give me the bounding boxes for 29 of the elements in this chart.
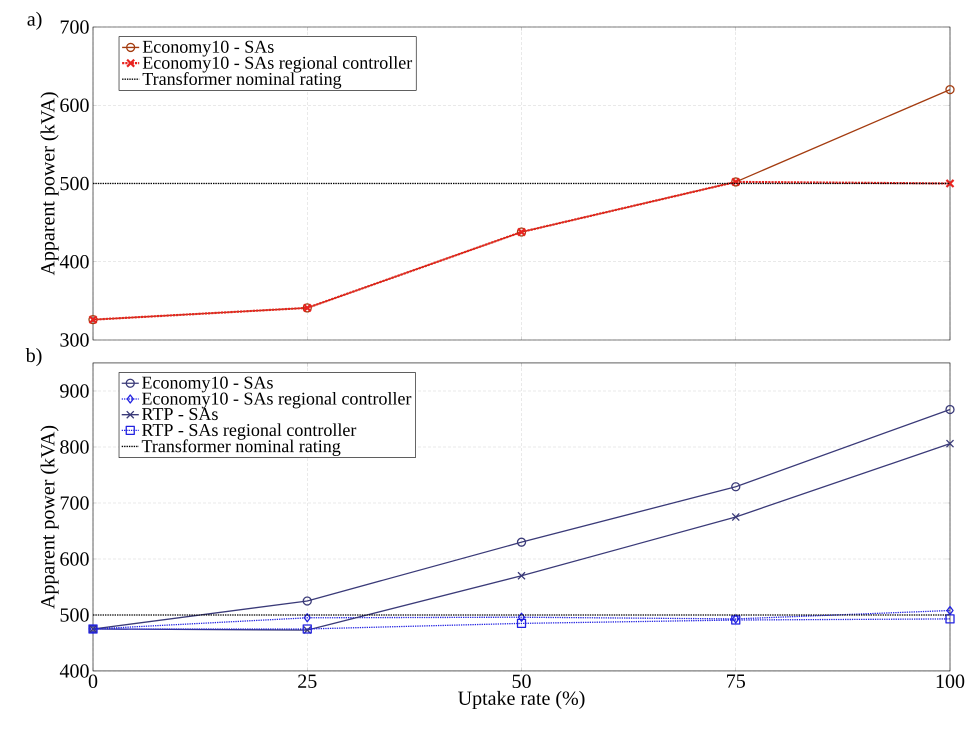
y-tick-label: 300 xyxy=(60,333,89,347)
y-tick-label: 700 xyxy=(60,496,89,510)
text: a) xyxy=(28,12,42,30)
y-tick-label: 700 xyxy=(60,20,89,34)
legend-label: RTP - SAs xyxy=(142,408,218,420)
legend-label: Economy10 - SAs xyxy=(142,376,273,392)
y-tick-label: 500 xyxy=(60,608,89,622)
x-tick-label: 25 xyxy=(298,674,316,688)
y-tick-label: 600 xyxy=(60,98,89,112)
x-tick-label: 50 xyxy=(512,674,531,688)
legend-label: Economy10 - SAs regional controller xyxy=(142,392,412,408)
x-axis-title: Uptake rate (%) xyxy=(458,690,584,710)
y-tick-label: 600 xyxy=(60,552,89,566)
x-tick-label: 100 xyxy=(936,674,964,688)
legend-label: Economy10 - SAs xyxy=(142,40,274,57)
legend-label: Transformer nominal rating xyxy=(142,72,342,89)
x-tick-label: 75 xyxy=(727,674,745,688)
y-tick-label: 800 xyxy=(60,440,89,454)
legend-label: Transformer nominal rating xyxy=(142,439,340,456)
text: b) xyxy=(26,348,42,366)
legend-label: Economy10 - SAs regional controller xyxy=(142,56,412,73)
y-tick-label: 400 xyxy=(60,664,89,678)
y-tick-label: 400 xyxy=(60,254,89,268)
y-axis-title: Apparent power (kVA) xyxy=(40,426,59,609)
legend-label: RTP - SAs regional controller xyxy=(142,423,356,440)
x-tick-label: 0 xyxy=(88,674,98,688)
y-axis-title: Apparent power (kVA) xyxy=(40,92,59,276)
y-tick-label: 500 xyxy=(60,176,89,190)
y-tick-label: 900 xyxy=(60,384,89,398)
